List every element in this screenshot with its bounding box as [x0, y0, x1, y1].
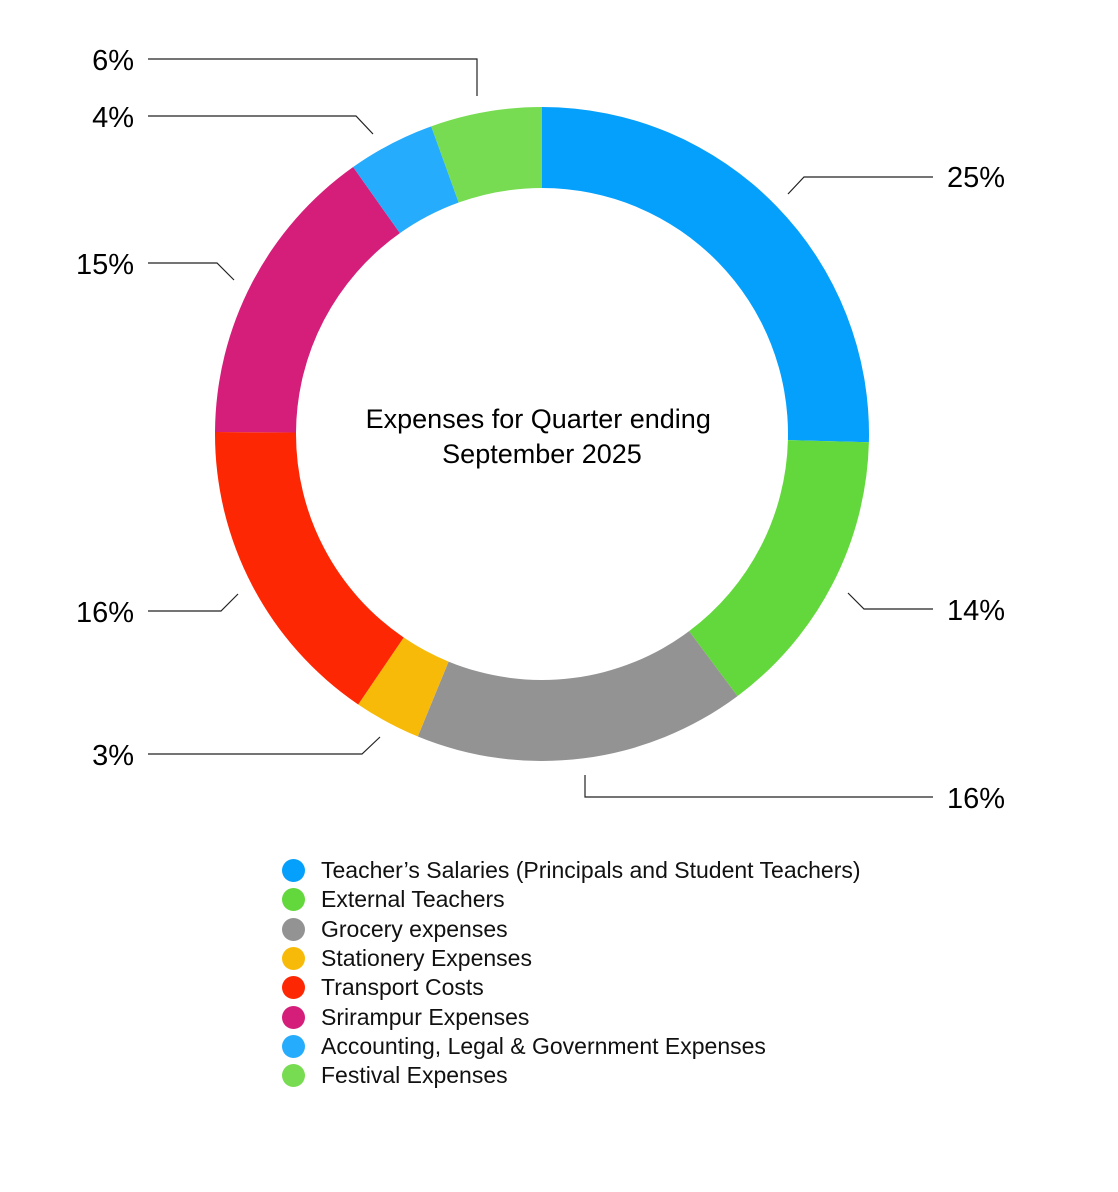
legend-swatch-icon: [282, 1064, 305, 1088]
legend-label: Transport Costs: [321, 974, 484, 1001]
legend-item-transport-costs: Transport Costs: [282, 973, 861, 1002]
percent-label-festival-expenses: 6%: [92, 45, 134, 77]
leader-line-external-teachers: [847, 592, 933, 610]
legend-item-srirampur-expenses: Srirampur Expenses: [282, 1002, 861, 1031]
slice-grocery-expenses: [417, 631, 738, 762]
percent-label-stationery-expenses: 3%: [92, 740, 134, 772]
chart-title: Expenses for Quarter ending September 20…: [366, 404, 719, 469]
legend-item-teacher-s-salaries-principals-and-student-teachers: Teacher’s Salaries (Principals and Stude…: [282, 856, 861, 885]
percent-label-teacher-s-salaries-principals-and-student-teachers: 25%: [947, 162, 1005, 194]
slice-external-teachers: [689, 440, 869, 697]
legend-item-grocery-expenses: Grocery expenses: [282, 915, 861, 944]
legend-item-external-teachers: External Teachers: [282, 885, 861, 914]
percent-label-accounting-legal-government-expenses: 4%: [92, 102, 134, 134]
percent-label-srirampur-expenses: 15%: [76, 249, 134, 281]
percent-labels: 25% 14% 16% 3% 16% 15% 4% 6%: [76, 45, 1005, 815]
legend-label: Grocery expenses: [321, 915, 508, 942]
legend-label: External Teachers: [321, 886, 505, 913]
legend-swatch-icon: [282, 976, 305, 1000]
leader-lines: [148, 58, 933, 798]
leader-line-srirampur-expenses: [148, 262, 235, 281]
legend-item-stationery-expenses: Stationery Expenses: [282, 944, 861, 973]
slice-transport-costs: [215, 431, 404, 705]
slice-stationery-expenses: [358, 637, 449, 737]
legend-swatch-icon: [282, 888, 305, 912]
leader-line-teacher-s-salaries-principals-and-student-teachers: [787, 176, 933, 195]
leader-line-festival-expenses: [148, 58, 478, 96]
leader-line-stationery-expenses: [148, 736, 381, 755]
slice-srirampur-expenses: [215, 167, 400, 433]
percent-label-transport-costs: 16%: [76, 597, 134, 629]
legend-label: Teacher’s Salaries (Principals and Stude…: [321, 857, 861, 884]
legend-item-accounting-legal-government-expenses: Accounting, Legal & Government Expenses: [282, 1032, 861, 1061]
legend-label: Festival Expenses: [321, 1062, 508, 1089]
legend-label: Stationery Expenses: [321, 945, 532, 972]
legend-swatch-icon: [282, 1034, 305, 1058]
leader-line-accounting-legal-government-expenses: [148, 115, 374, 135]
chart-title-line-1: Expenses for Quarter ending: [366, 404, 711, 434]
legend-swatch-icon: [282, 859, 305, 883]
legend-swatch-icon: [282, 947, 305, 971]
slice-teacher-s-salaries-principals-and-student-teachers: [542, 107, 869, 443]
legend-label: Accounting, Legal & Government Expenses: [321, 1032, 766, 1059]
legend-item-festival-expenses: Festival Expenses: [282, 1061, 861, 1090]
chart-legend: Teacher’s Salaries (Principals and Stude…: [282, 856, 861, 1090]
slice-accounting-legal-government-expenses: [353, 126, 459, 234]
legend-swatch-icon: [282, 917, 305, 941]
donut-slices: [215, 107, 869, 762]
chart-title-line-2: September 2025: [442, 439, 642, 469]
leader-line-transport-costs: [148, 593, 239, 612]
legend-label: Srirampur Expenses: [321, 1003, 530, 1030]
legend-swatch-icon: [282, 1005, 305, 1029]
leader-line-grocery-expenses: [584, 775, 933, 798]
percent-label-external-teachers: 14%: [947, 595, 1005, 627]
percent-label-grocery-expenses: 16%: [947, 783, 1005, 815]
slice-festival-expenses: [431, 107, 542, 203]
